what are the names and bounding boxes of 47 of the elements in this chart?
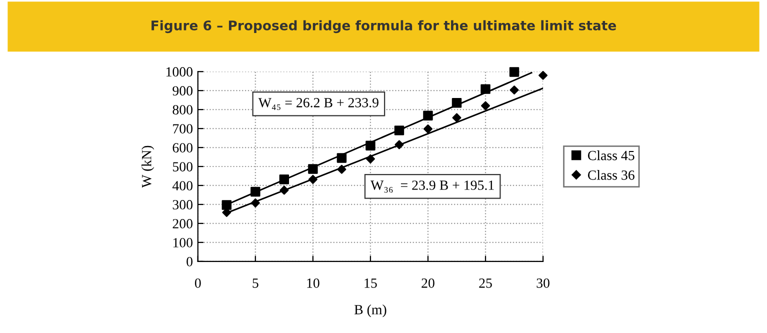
- point: [222, 200, 232, 210]
- x-tick-label: 20: [422, 278, 434, 288]
- y-tick-label: 200: [172, 219, 192, 228]
- x-tick-label: 25: [479, 278, 492, 288]
- x-tick-label: 30: [536, 278, 550, 288]
- x-tick-label: 10: [307, 278, 320, 288]
- point: [480, 84, 490, 94]
- point: [280, 186, 289, 195]
- legend-label: Class 45: [588, 150, 634, 160]
- y-axis-title: W (kN): [142, 146, 154, 188]
- point: [394, 126, 404, 136]
- x-tick-label: 5: [252, 278, 258, 288]
- y-tick-label: 0: [186, 256, 192, 266]
- legend-label: Class 36: [588, 170, 634, 180]
- y-tick-label: 300: [172, 200, 192, 210]
- point: [509, 67, 520, 77]
- point: [336, 153, 347, 163]
- point: [452, 98, 462, 108]
- chart-title: Figure 6 – Proposed bridge formula for the ultimate limit state: [152, 20, 616, 34]
- x-tick-label: 0: [194, 278, 201, 288]
- point: [510, 86, 519, 95]
- point: [452, 113, 462, 122]
- x-tick-label: 15: [364, 278, 377, 288]
- y-tick-label: 500: [173, 162, 192, 172]
- annotation: W₃₆ = 23.9 B + 195.1: [370, 180, 494, 193]
- y-tick-label: 600: [172, 143, 192, 152]
- y-tick-label: 700: [173, 124, 192, 134]
- point: [308, 174, 318, 184]
- y-tick-label: 400: [172, 181, 192, 190]
- point: [279, 174, 290, 184]
- point: [250, 198, 260, 208]
- y-tick-label: 100: [173, 238, 192, 248]
- point: [308, 164, 318, 174]
- point: [481, 101, 490, 110]
- y-tick-label: 1000: [166, 67, 192, 77]
- point: [538, 70, 548, 80]
- y-tick-label: 800: [172, 105, 192, 115]
- point: [250, 186, 260, 197]
- point: [423, 110, 433, 120]
- point: [423, 124, 432, 134]
- y-tick-label: 900: [172, 86, 192, 96]
- x-axis-title: B (m): [354, 304, 386, 318]
- annotation: W₄₅ = 26.2 B + 233.9: [258, 98, 378, 110]
- point: [337, 164, 346, 174]
- point: [366, 140, 376, 150]
- point: [394, 140, 404, 150]
- point: [366, 154, 375, 164]
